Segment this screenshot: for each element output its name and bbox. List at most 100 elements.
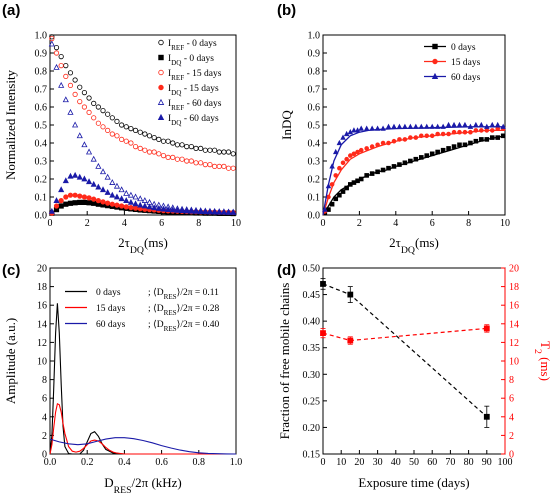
legend-label: 0 days [451,43,476,53]
data-point [109,179,116,185]
data-point [119,203,125,209]
data-point [156,151,162,157]
data-point [72,77,78,83]
data-point [468,129,473,135]
legend-marker [431,72,439,79]
text-span: 2τ [389,235,401,250]
x-tick-label: 10 [231,218,241,229]
data-point [141,197,148,203]
series-line [49,437,237,455]
legend-marker [158,39,164,46]
legend-label: IDQ - 0 days [168,54,214,67]
data-point [435,149,440,155]
data-point [53,63,60,70]
data-point [434,123,441,129]
data-point [440,147,446,153]
data-point [77,193,83,199]
text-span: - 60 days [184,99,222,109]
data-point [123,124,129,130]
data-point [127,198,134,205]
data-point [451,129,457,135]
data-point [91,115,97,121]
data-point [58,198,64,204]
data-point [484,123,490,129]
x-tick-label: 40 [391,457,401,468]
series [322,133,506,216]
data-point [151,204,158,211]
data-point [332,148,339,155]
data-point [76,132,83,139]
subscript: RES [164,325,177,333]
text-span: ⟩/2π = 0.11 [177,287,220,298]
data-point [81,194,88,200]
subscript: REF [171,44,184,52]
y-tick-label: 0.8 [35,67,48,78]
data-point [137,195,144,202]
data-point [202,147,208,153]
data-point [174,142,181,148]
y-tick-label: 0.9 [308,49,321,60]
series-line [49,403,236,455]
data-point [358,176,364,182]
x-tick-label: 2 [357,218,362,229]
x-tick-label: 8 [196,218,201,229]
data-point [132,193,139,200]
data-point [91,200,97,206]
data-point [402,137,408,142]
data-point [320,281,326,287]
data-point [184,158,190,164]
text-span: - 0 days [184,39,217,49]
data-point [369,171,375,176]
series [48,40,237,215]
data-point [369,125,375,131]
data-point [53,197,60,203]
data-point [435,131,440,137]
subscript: RES [164,309,177,317]
data-point [142,147,148,153]
series [49,35,236,171]
series [320,324,490,345]
data-point [132,144,139,150]
data-point [192,207,200,214]
data-point [95,104,101,110]
series-line [322,283,488,418]
text-span: T [538,341,550,349]
y-tick-label: 0.5 [308,121,321,132]
y-tick-label: 0.3 [35,157,48,168]
data-point [86,200,92,206]
data-point [351,127,357,133]
legend-label: 15 days [451,58,481,68]
y-tick-label: 1.0 [308,31,321,42]
x-tick-label: 100 [498,457,513,468]
x-tick-label: 80 [464,457,474,468]
data-point [155,205,162,211]
data-point [418,133,424,139]
data-point [337,192,342,198]
data-point [340,134,346,140]
data-point [320,330,326,337]
y-tick-label: 0 [42,450,47,461]
subscript: DQ [171,119,182,127]
data-point [207,162,213,168]
data-point [489,121,496,128]
y-tick-label: 0.1 [35,193,48,204]
data-point [429,151,435,157]
data-point [423,123,430,129]
data-point [340,160,346,166]
data-point [500,123,506,129]
data-point [123,197,130,203]
y2-tick-label: 18 [509,282,519,293]
y-tick-label: 0.8 [308,67,321,78]
legend-label: 0 days [96,288,121,298]
data-point [95,120,101,126]
data-point [109,131,115,137]
data-point [95,198,101,204]
data-point [225,149,232,155]
subscript: DQ [171,59,182,67]
y-tick-label: 0.25 [303,396,321,407]
data-point [76,173,83,180]
data-point [174,206,181,213]
data-point [119,122,125,128]
x-tick-label: 0.2 [81,457,94,468]
text-span: (ms) [415,235,439,250]
